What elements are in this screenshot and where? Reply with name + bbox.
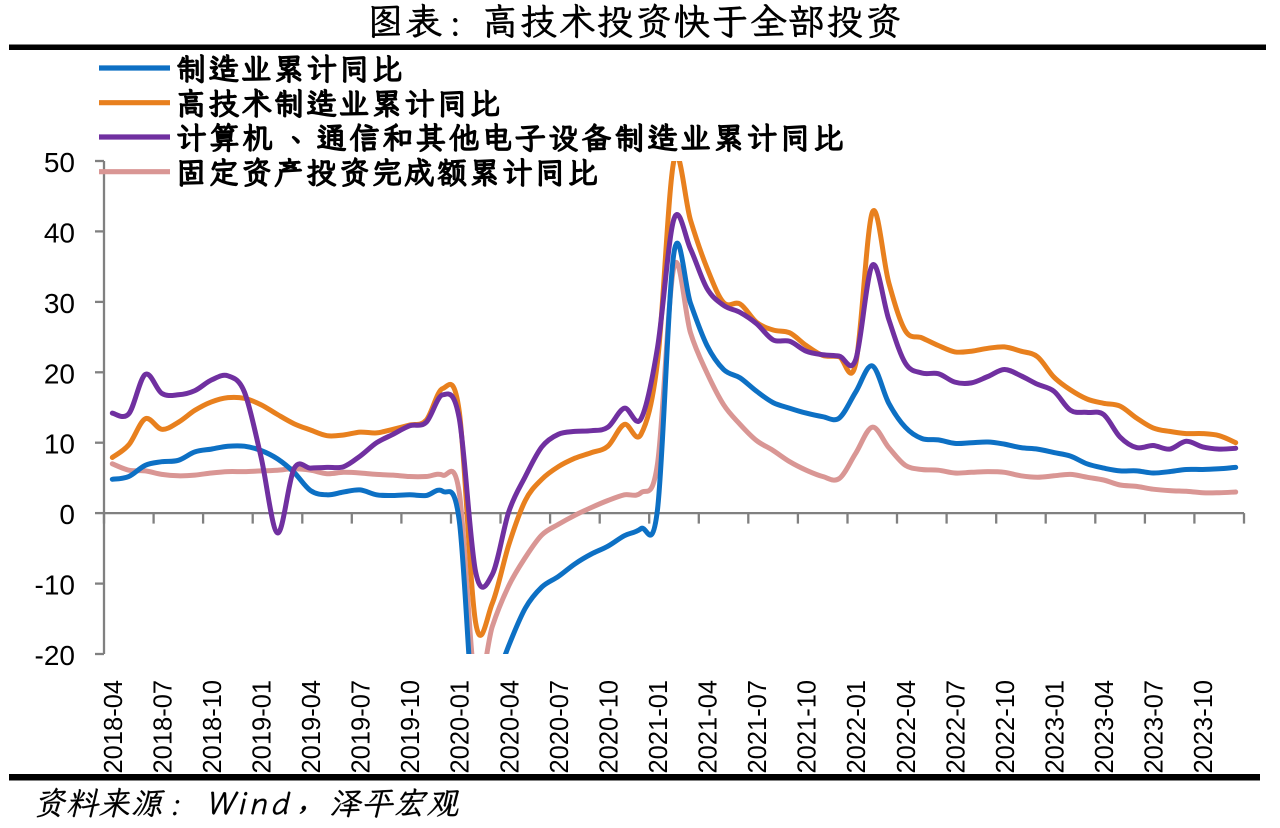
svg-text:2018-10: 2018-10 xyxy=(199,680,227,774)
svg-text:20: 20 xyxy=(44,358,75,389)
svg-text:2022-04: 2022-04 xyxy=(893,680,921,774)
svg-text:2022-01: 2022-01 xyxy=(843,680,871,774)
svg-text:2023-10: 2023-10 xyxy=(1190,680,1218,774)
svg-text:2020-01: 2020-01 xyxy=(447,680,475,774)
svg-text:2021-01: 2021-01 xyxy=(645,680,673,774)
svg-text:0: 0 xyxy=(59,499,75,530)
svg-text:2023-07: 2023-07 xyxy=(1141,680,1169,774)
svg-text:2019-04: 2019-04 xyxy=(298,680,326,774)
svg-text:2021-07: 2021-07 xyxy=(744,680,772,774)
svg-text:2020-04: 2020-04 xyxy=(496,680,524,774)
svg-text:2022-07: 2022-07 xyxy=(942,680,970,774)
svg-text:2018-04: 2018-04 xyxy=(100,680,128,774)
svg-text:50: 50 xyxy=(44,147,75,178)
svg-text:10: 10 xyxy=(44,429,75,460)
svg-text:-10: -10 xyxy=(35,570,75,601)
svg-text:2020-07: 2020-07 xyxy=(546,680,574,774)
svg-text:2019-01: 2019-01 xyxy=(249,680,277,774)
svg-text:2023-04: 2023-04 xyxy=(1091,680,1119,774)
svg-text:2019-07: 2019-07 xyxy=(348,680,376,774)
svg-text:2020-10: 2020-10 xyxy=(595,680,623,774)
svg-text:2019-10: 2019-10 xyxy=(397,680,425,774)
svg-text:2023-01: 2023-01 xyxy=(1042,680,1070,774)
svg-text:2022-10: 2022-10 xyxy=(992,680,1020,774)
svg-text:-20: -20 xyxy=(35,640,75,671)
svg-text:2018-07: 2018-07 xyxy=(149,680,177,774)
svg-text:2021-10: 2021-10 xyxy=(794,680,822,774)
svg-text:30: 30 xyxy=(44,288,75,319)
svg-text:2021-04: 2021-04 xyxy=(695,680,723,774)
svg-text:40: 40 xyxy=(44,217,75,248)
